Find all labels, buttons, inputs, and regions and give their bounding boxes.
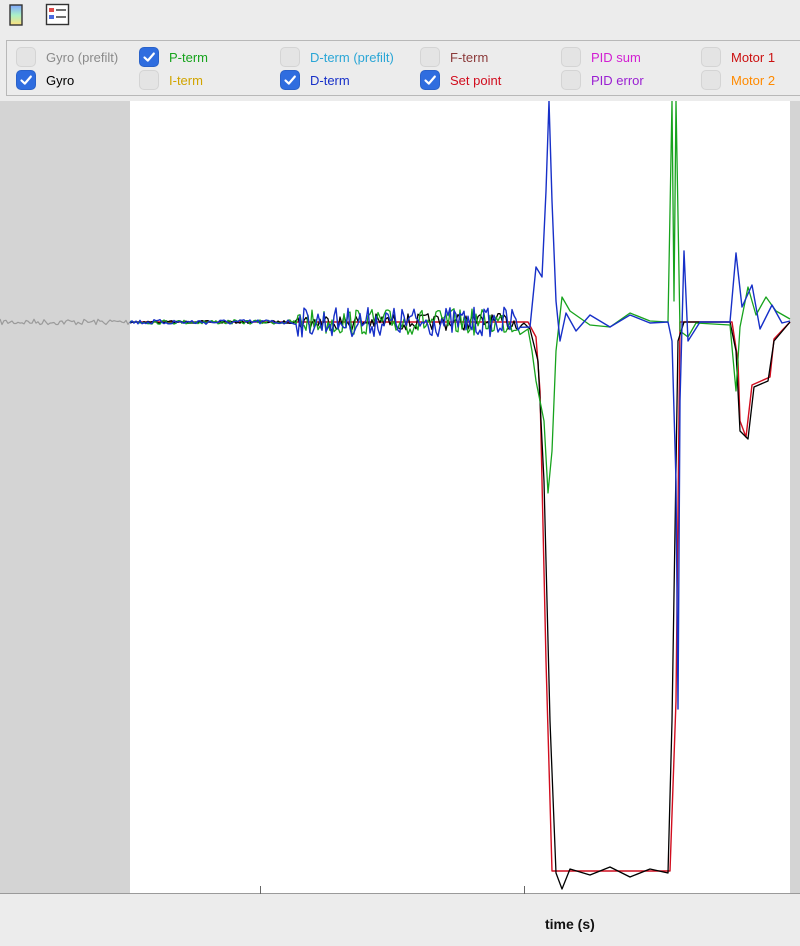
checkbox[interactable] xyxy=(561,47,581,67)
toggle-gyro[interactable]: Gyro xyxy=(16,69,74,91)
series-label: I-term xyxy=(169,72,203,88)
x-axis-area: time (s) xyxy=(0,886,800,946)
toggle-motor-2[interactable]: Motor 2 xyxy=(701,69,775,91)
plot-area[interactable] xyxy=(0,101,800,893)
series-label: Set point xyxy=(450,72,502,88)
toggle-pid-error[interactable]: PID error xyxy=(561,69,644,91)
series-label: Gyro xyxy=(46,72,75,88)
series-label: Gyro (prefilt) xyxy=(46,49,119,65)
toggle-d-term[interactable]: D-term xyxy=(280,69,350,91)
toggle-motor-1[interactable]: Motor 1 xyxy=(701,46,775,68)
checkbox[interactable] xyxy=(420,47,440,67)
toggle-pid-sum[interactable]: PID sum xyxy=(561,46,641,68)
p-term-trace xyxy=(129,101,791,494)
series-legend: Gyro (prefilt) Gyro P-term I-term D-term… xyxy=(6,40,800,96)
plot-left-margin xyxy=(0,101,130,893)
series-label: PID error xyxy=(591,72,644,88)
legend-toggle-icon xyxy=(45,3,70,26)
d-term-trace xyxy=(129,101,791,710)
checkbox[interactable] xyxy=(16,47,36,67)
checkbox[interactable] xyxy=(280,47,300,67)
checkbox[interactable] xyxy=(561,70,581,90)
checkbox[interactable] xyxy=(701,70,721,90)
checkbox[interactable] xyxy=(16,70,36,90)
checkbox[interactable] xyxy=(420,70,440,90)
series-label: Motor 2 xyxy=(731,72,776,88)
check-icon xyxy=(284,75,296,85)
series-label: Motor 1 xyxy=(731,49,776,65)
series-label: F-term xyxy=(450,49,489,65)
series-label: P-term xyxy=(169,49,208,65)
toggle-i-term[interactable]: I-term xyxy=(139,69,203,91)
toggle-set-point[interactable]: Set point xyxy=(420,69,501,91)
checkbox[interactable] xyxy=(701,47,721,67)
plot-canvas[interactable] xyxy=(0,101,800,893)
toggle-gyro-prefilt[interactable]: Gyro (prefilt) xyxy=(16,46,118,68)
legend-toggle-button[interactable] xyxy=(44,2,72,30)
gyro-prefilt-trace xyxy=(0,318,131,326)
x-axis-label: time (s) xyxy=(545,916,595,932)
check-icon xyxy=(424,75,436,85)
color-scale-button[interactable] xyxy=(3,2,31,30)
toggle-d-term-prefilt[interactable]: D-term (prefilt) xyxy=(280,46,394,68)
x-axis-tick xyxy=(524,886,525,894)
series-label: PID sum xyxy=(591,49,641,65)
check-icon xyxy=(143,52,155,62)
toolbar xyxy=(0,0,800,36)
toggle-f-term[interactable]: F-term xyxy=(420,46,488,68)
plot-background xyxy=(130,101,790,893)
check-icon xyxy=(20,75,32,85)
trace-group xyxy=(0,101,791,890)
x-axis-tick xyxy=(260,886,261,894)
series-label: D-term xyxy=(310,72,350,88)
series-label: D-term (prefilt) xyxy=(310,49,394,65)
checkbox[interactable] xyxy=(139,47,159,67)
color-scale-icon xyxy=(9,4,23,26)
checkbox[interactable] xyxy=(280,70,300,90)
checkbox[interactable] xyxy=(139,70,159,90)
toggle-p-term[interactable]: P-term xyxy=(139,46,208,68)
